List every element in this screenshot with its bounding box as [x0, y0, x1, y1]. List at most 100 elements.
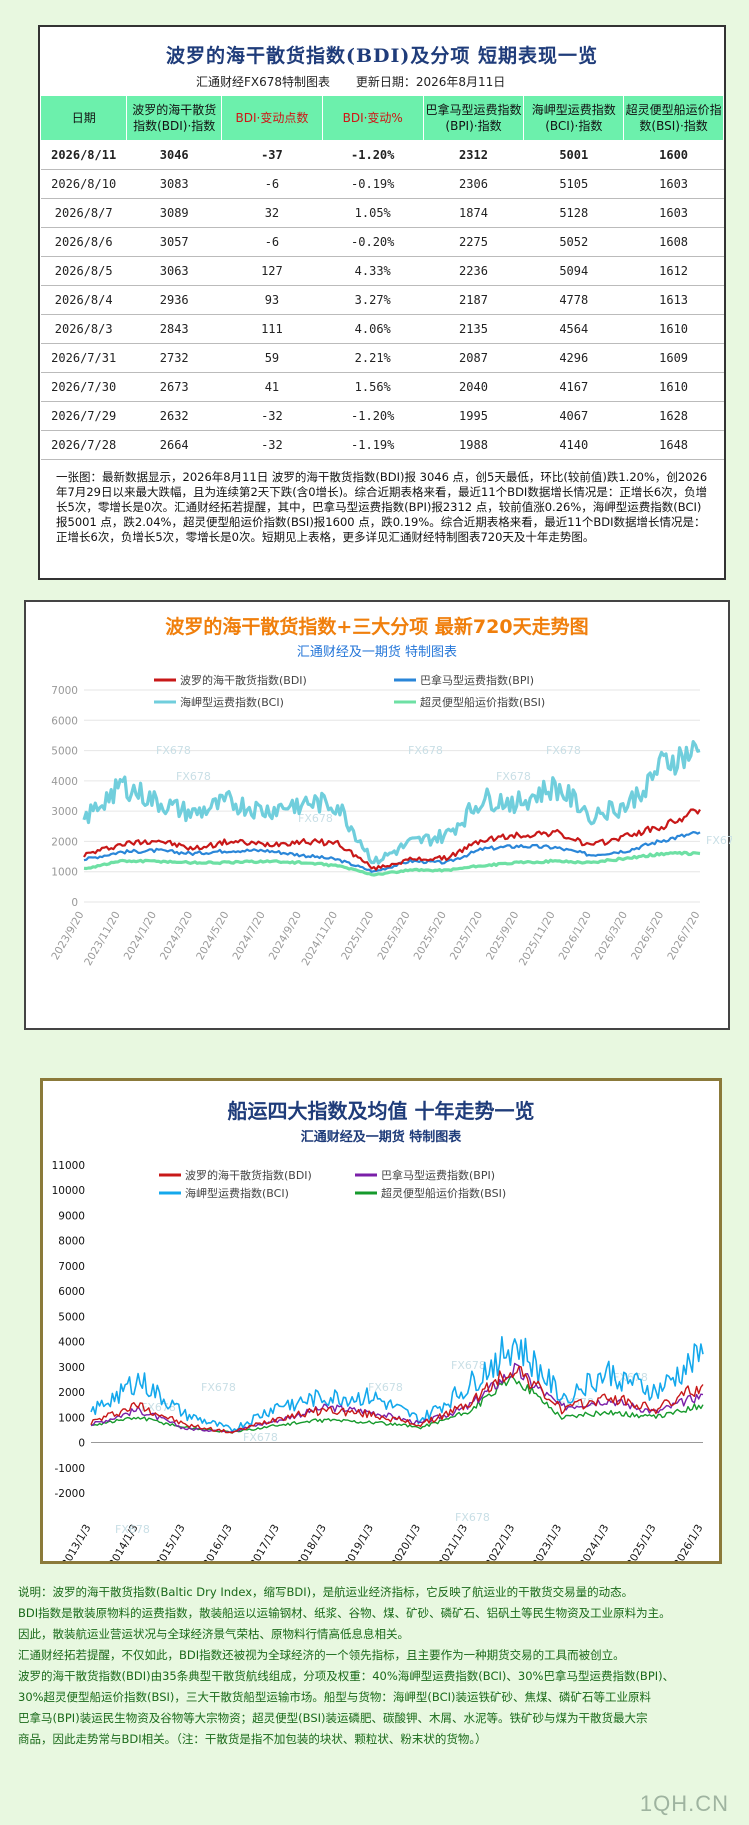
chart-watermark: FX678 [298, 812, 333, 825]
bdi-summary-panel: 波罗的海干散货指数(BDI)及分项 短期表现一览 汇通财经FX678特制图表 更… [38, 25, 726, 580]
y-tick-label: 10000 [52, 1185, 85, 1197]
cell-date: 2026/8/5 [40, 256, 127, 286]
cell-bdi-change-pct: 3.27% [322, 285, 424, 315]
cell-date: 2026/7/28 [40, 430, 127, 460]
series-line-bdi [83, 808, 701, 871]
cell-bdi: 3057 [126, 227, 222, 257]
cell-bci: 4067 [523, 401, 624, 431]
cell-bsi: 1608 [623, 227, 724, 257]
bdi-table: 日期 波罗的海干散货指数(BDI)·指数 BDI·变动点数 BDI·变动% 巴拿… [39, 95, 724, 460]
x-tick-label: 2025/7/20 [448, 910, 485, 963]
table-row: 2026/8/3 2843 111 4.06% 2135 4564 1610 [40, 314, 724, 344]
cell-bdi-change-pct: 4.06% [322, 314, 424, 344]
y-tick-label: 1000 [58, 1412, 85, 1424]
table-row: 2026/7/28 2664 -32 -1.19% 1988 4140 1648 [40, 430, 724, 460]
cell-bdi-change: -32 [221, 401, 323, 431]
header-bdi: 波罗的海干散货指数(BDI)·指数 [126, 95, 223, 141]
y-tick-label: 5000 [51, 746, 78, 758]
description-line: 商品，因此走势常与BDI相关。（注：干散货是指不加包装的块状、颗粒状、粉末状的货… [18, 1732, 487, 1746]
legend-label: 海岬型运费指数(BCI) [180, 695, 284, 709]
cell-bci: 4296 [523, 343, 624, 373]
cell-date: 2026/8/4 [40, 285, 127, 315]
y-tick-label: -2000 [54, 1488, 85, 1500]
cell-bsi: 1648 [623, 430, 724, 460]
legend-label: 超灵便型船运价指数(BSI) [420, 695, 545, 709]
cell-bdi-change-pct: 1.56% [322, 372, 424, 402]
series-line-bdi [90, 1365, 704, 1434]
cell-bci: 4167 [523, 372, 624, 402]
cell-date: 2026/8/10 [40, 169, 127, 199]
cell-date: 2026/7/31 [40, 343, 127, 373]
cell-bci: 5094 [523, 256, 624, 286]
header-bpi: 巴拿马型运费指数(BPI)·指数 [422, 95, 525, 141]
cell-bdi: 2632 [126, 401, 222, 431]
y-tick-label: 2000 [58, 1387, 85, 1399]
x-tick-label: 2021/1/3 [436, 1523, 470, 1562]
cell-bsi: 1612 [623, 256, 724, 286]
cell-bdi-change: 127 [221, 256, 323, 286]
header-bci: 海岬型运费指数(BCI)·指数 [523, 95, 625, 141]
chart2-subtitle: 汇通财经及一期货 特制图表 [300, 1130, 462, 1145]
header-bdi-change: BDI·变动点数 [221, 95, 323, 141]
cell-bdi: 2732 [126, 343, 222, 373]
series-line-bci [82, 740, 701, 865]
table-updated: 更新日期：2026年8月11日 [355, 75, 506, 89]
x-tick-label: 2026/5/20 [629, 910, 666, 963]
y-tick-label: 4000 [58, 1337, 85, 1349]
cell-bdi-change-pct: 1.05% [322, 198, 424, 228]
legend-label: 巴拿马型运费指数(BPI) [381, 1168, 495, 1182]
cell-bsi: 1613 [623, 285, 724, 315]
x-tick-label: 2026/7/20 [665, 910, 702, 963]
y-tick-label: 11000 [52, 1160, 85, 1172]
x-tick-label: 2024/3/20 [158, 910, 195, 963]
cell-bdi-change-pct: 2.21% [322, 343, 424, 373]
table-row: 2026/8/11 3046 -37 -1.20% 2312 5001 1600 [40, 140, 724, 170]
y-tick-label: -1000 [54, 1463, 85, 1475]
cell-bdi-change: -6 [221, 169, 323, 199]
chart-watermark: FX678 [546, 744, 581, 757]
cell-bci: 5105 [523, 169, 624, 199]
x-tick-label: 2024/11/20 [300, 910, 341, 968]
chart-ten-year: -2000 -1000 0 1000 2000 3000 4000 5000 6000 7000 8… [40, 1078, 722, 1564]
y-tick-label: 7000 [51, 685, 78, 697]
description-line: 说明：波罗的海干散货指数(Baltic Dry Index，缩写BDI)，是航运… [18, 1585, 634, 1599]
x-tick-label: 2015/1/3 [154, 1523, 188, 1562]
cell-bdi: 2843 [126, 314, 222, 344]
table-header-row: 日期 波罗的海干散货指数(BDI)·指数 BDI·变动点数 BDI·变动% 巴拿… [39, 95, 724, 141]
cell-bdi: 3089 [126, 198, 222, 228]
series-line-bci [90, 1336, 704, 1433]
description-block: 说明：波罗的海干散货指数(Baltic Dry Index，缩写BDI)，是航运… [18, 1582, 738, 1750]
y-tick-label: 3000 [58, 1362, 85, 1374]
table-source: 汇通财经FX678特制图表 [196, 75, 331, 89]
cell-bsi: 1603 [623, 169, 724, 199]
y-tick-label: 7000 [58, 1261, 85, 1273]
x-tick-label: 2026/1/3 [672, 1523, 706, 1562]
x-tick-label: 2019/1/3 [342, 1523, 376, 1562]
chart-watermark: FX678 [201, 1381, 236, 1394]
description-line: 巴拿马(BPI)装运民生物资及谷物等大宗物资；超灵便型(BSI)装运磷肥、碳酸钾… [18, 1711, 648, 1725]
table-body: 2026/8/11 3046 -37 -1.20% 2312 5001 1600 2026/8… [40, 140, 724, 460]
y-tick-label: 5000 [58, 1311, 85, 1323]
cell-bpi: 2187 [423, 285, 524, 315]
description-line: 波罗的海干散货指数(BDI)由35条典型干散货航线组成，分项及权重：40%海岬型… [18, 1669, 675, 1683]
y-tick-label: 6000 [51, 715, 78, 727]
x-tick-label: 2026/3/20 [593, 910, 630, 963]
cell-bsi: 1610 [623, 372, 724, 402]
table-subtitle: 汇通财经FX678特制图表 更新日期：2026年8月11日 [40, 73, 724, 90]
description-line: 汇通财经拓若提醒，不仅如此，BDI指数还被视为全球经济的一个领先指标，且主要作为… [18, 1648, 625, 1662]
cell-bdi-change-pct: 4.33% [322, 256, 424, 286]
chart-watermark: FX678 [496, 770, 531, 783]
x-tick-label: 2024/5/20 [194, 910, 231, 963]
site-watermark: 1QH.CN [639, 1791, 729, 1816]
legend-label: 波罗的海干散货指数(BDI) [180, 673, 307, 687]
cell-date: 2026/8/3 [40, 314, 127, 344]
chart-watermark: FX678 [243, 1431, 278, 1444]
cell-bsi: 1609 [623, 343, 724, 373]
cell-bsi: 1603 [623, 198, 724, 228]
cell-bdi-change: 93 [221, 285, 323, 315]
cell-bpi: 1995 [423, 401, 524, 431]
cell-bpi: 2236 [423, 256, 524, 286]
cell-bdi: 3083 [126, 169, 222, 199]
table-row: 2026/8/4 2936 93 3.27% 2187 4778 1613 [40, 285, 724, 315]
legend-label: 海岬型运费指数(BCI) [185, 1186, 289, 1200]
